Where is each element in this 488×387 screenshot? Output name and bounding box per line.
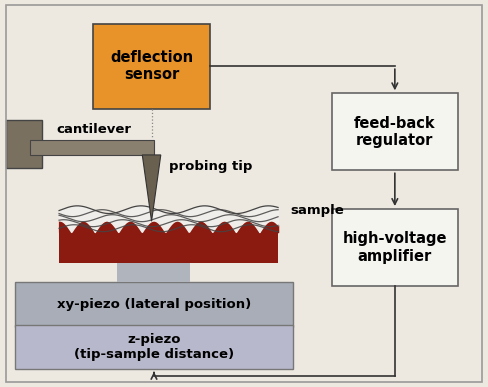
Bar [5,120,42,168]
Text: probing tip: probing tip [168,160,252,173]
Bar [59,232,278,263]
Polygon shape [142,155,161,221]
Text: feed-back
regulator: feed-back regulator [354,116,436,148]
Bar [93,24,210,109]
Text: sample: sample [290,204,344,217]
Bar [331,93,458,170]
Bar [15,282,293,327]
Bar [15,325,293,369]
Bar [30,140,154,155]
Text: z-piezo
(tip-sample distance): z-piezo (tip-sample distance) [74,333,234,361]
Text: high-voltage
amplifier: high-voltage amplifier [343,231,447,264]
Bar [331,209,458,286]
Text: xy-piezo (lateral position): xy-piezo (lateral position) [57,298,251,311]
Bar [118,263,190,282]
Text: deflection
sensor: deflection sensor [110,50,193,82]
Text: cantilever: cantilever [57,123,132,136]
